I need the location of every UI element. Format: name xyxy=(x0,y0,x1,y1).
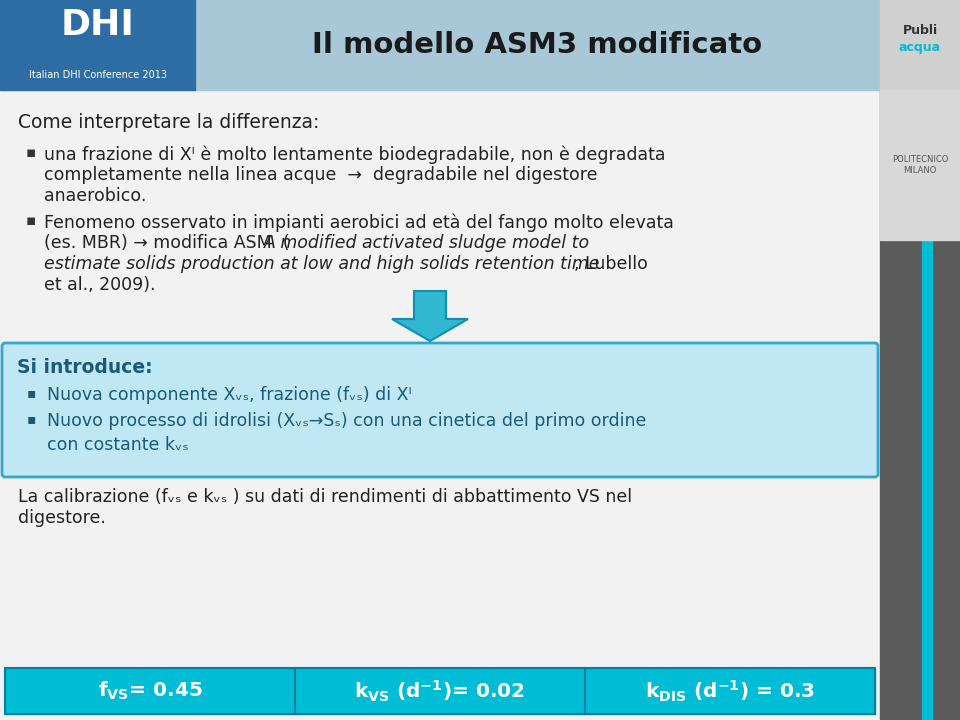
Text: completamente nella linea acque  →  degradabile nel digestore: completamente nella linea acque → degrad… xyxy=(44,166,597,184)
Text: (es. MBR) → modifica ASM  (: (es. MBR) → modifica ASM ( xyxy=(44,234,290,252)
Text: La calibrazione (fᵥₛ e kᵥₛ ) su dati di rendimenti di abbattimento VS nel: La calibrazione (fᵥₛ e kᵥₛ ) su dati di … xyxy=(18,488,632,506)
Text: Fenomeno osservato in impianti aerobici ad età del fango molto elevata: Fenomeno osservato in impianti aerobici … xyxy=(44,213,674,232)
Bar xyxy=(5,668,875,714)
Text: acqua: acqua xyxy=(899,42,941,55)
FancyBboxPatch shape xyxy=(2,343,878,477)
Text: Italian DHI Conference 2013: Italian DHI Conference 2013 xyxy=(29,70,167,80)
Text: Publi: Publi xyxy=(902,24,938,37)
Text: ▪: ▪ xyxy=(26,213,36,228)
Text: Come interpretare la differenza:: Come interpretare la differenza: xyxy=(18,113,320,132)
Text: , Lubello: , Lubello xyxy=(574,255,648,273)
Text: una frazione di Xᴵ è molto lentamente biodegradabile, non è degradata: una frazione di Xᴵ è molto lentamente bi… xyxy=(44,145,665,163)
Bar xyxy=(880,90,960,240)
Text: POLITECNICO
MILANO: POLITECNICO MILANO xyxy=(892,156,948,175)
Bar xyxy=(5,668,875,714)
Text: Nuova componente Xᵥₛ, frazione (fᵥₛ) di Xᴵ: Nuova componente Xᵥₛ, frazione (fᵥₛ) di … xyxy=(47,386,412,404)
Text: ▪: ▪ xyxy=(26,145,36,160)
Bar xyxy=(0,0,195,90)
Bar xyxy=(880,0,960,720)
Text: et al., 2009).: et al., 2009). xyxy=(44,276,156,294)
Text: ▪: ▪ xyxy=(27,412,36,426)
Text: estimate solids production at low and high solids retention time: estimate solids production at low and hi… xyxy=(44,255,599,273)
Text: ▪: ▪ xyxy=(27,386,36,400)
Text: k$_{\mathregular{VS}}$ (d$^{\mathregular{-1}}$)= 0.02: k$_{\mathregular{VS}}$ (d$^{\mathregular… xyxy=(354,678,525,703)
Text: f$_{\mathregular{VS}}$= 0.45: f$_{\mathregular{VS}}$= 0.45 xyxy=(98,680,203,702)
Bar xyxy=(922,0,932,720)
Bar xyxy=(0,0,880,90)
Text: A modified activated sludge model to: A modified activated sludge model to xyxy=(264,234,590,252)
Text: Il modello ASM3 modificato: Il modello ASM3 modificato xyxy=(312,31,762,59)
Text: DHI: DHI xyxy=(61,8,135,42)
Text: Nuovo processo di idrolisi (Xᵥₛ→Sₛ) con una cinetica del primo ordine: Nuovo processo di idrolisi (Xᵥₛ→Sₛ) con … xyxy=(47,412,646,430)
Bar xyxy=(0,90,880,720)
Bar xyxy=(880,0,960,90)
Text: k$_{\mathregular{DIS}}$ (d$^{\mathregular{-1}}$) = 0.3: k$_{\mathregular{DIS}}$ (d$^{\mathregula… xyxy=(645,678,815,703)
Text: Si introduce:: Si introduce: xyxy=(17,358,153,377)
Polygon shape xyxy=(392,291,468,341)
Text: digestore.: digestore. xyxy=(18,509,106,527)
Text: con costante kᵥₛ: con costante kᵥₛ xyxy=(47,436,189,454)
Text: anaerobico.: anaerobico. xyxy=(44,187,146,205)
